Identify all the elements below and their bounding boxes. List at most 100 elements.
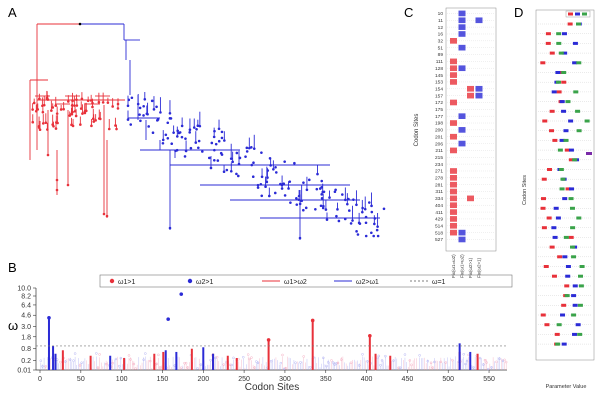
tree-node (38, 128, 42, 131)
row-label: 157 (435, 93, 443, 99)
tree-node (304, 206, 308, 210)
tree-node (324, 208, 328, 211)
box-red (557, 255, 563, 259)
tree-node (71, 110, 74, 114)
site-point (284, 366, 287, 370)
tree-node (196, 124, 200, 128)
tree-node (142, 104, 145, 108)
column-labels: Fix(ω1=ω2) Fix(ω1>ω2) Fix(ω2>1) Fix(ω2>1) (451, 254, 482, 278)
tree-node (188, 131, 191, 134)
heatmap-cell (458, 229, 466, 236)
tree-node (156, 118, 160, 121)
heatmap-cell (458, 24, 466, 30)
tree-node (111, 105, 114, 108)
box-red (547, 168, 553, 171)
panel-label-d: D (514, 5, 523, 20)
legend-label: ω2>1 (196, 279, 213, 286)
tree-node (116, 107, 120, 110)
tree-node (376, 234, 380, 238)
box-green (569, 206, 575, 210)
blue-bar (175, 351, 178, 370)
y-tick-label: 10.0 (17, 286, 31, 293)
site-point (111, 361, 114, 365)
tree-node (178, 131, 182, 134)
site-point (485, 361, 488, 364)
tree-node (235, 172, 238, 176)
tree-node (168, 111, 172, 115)
tree-node (343, 217, 347, 221)
boxplot-x-label: Parameter Value (546, 384, 587, 390)
legend-box (99, 274, 513, 288)
box-green (565, 100, 571, 104)
tree-node (376, 225, 379, 228)
tree-node (274, 165, 277, 169)
site-point (322, 356, 325, 360)
x-tick-label: 150 (157, 376, 169, 383)
tree-node (126, 104, 130, 108)
tree-node (337, 219, 341, 223)
box-green (560, 177, 566, 181)
tree-node (214, 142, 218, 146)
blue-point (47, 316, 51, 320)
box-green (568, 197, 574, 201)
y-ticks: 10.08.2 6.4 4.6 3.0 1.8 0.8 0.2 0.01 (17, 286, 36, 375)
box-red (549, 129, 555, 133)
tree-node (302, 181, 305, 184)
tree-node (260, 175, 264, 179)
tree-node (129, 123, 133, 126)
x-tick-label: 350 (320, 376, 332, 383)
tree-node (68, 114, 72, 117)
site-point (281, 353, 284, 357)
tree-node (321, 206, 325, 210)
box-green (564, 294, 570, 298)
tree-node (115, 127, 118, 131)
box-red (543, 265, 549, 268)
row-label: 404 (435, 203, 443, 209)
tree-node (101, 101, 105, 104)
tree-node (168, 226, 172, 230)
tree-node (260, 151, 263, 154)
box-green (571, 313, 577, 317)
heatmap-cell (458, 113, 466, 119)
row-label: 111 (436, 59, 444, 65)
tree-node (223, 139, 226, 142)
tree-node (347, 209, 351, 212)
box-blue (572, 61, 578, 65)
box-green (576, 216, 582, 220)
tree-node (79, 123, 82, 126)
box-blue (561, 109, 567, 113)
tree-node (370, 204, 373, 208)
row-label: 518 (435, 230, 443, 236)
heatmap-cell (458, 31, 466, 37)
heatmap-cell (450, 133, 457, 140)
row-label: 234 (435, 162, 443, 168)
blue-bar (54, 353, 57, 370)
tree-node (358, 222, 362, 225)
tree-node (229, 157, 233, 160)
tree-node (139, 119, 142, 123)
panel-label-a: A (8, 5, 17, 20)
box-blue (562, 51, 568, 55)
tree-node (130, 96, 134, 100)
tree-node (159, 111, 162, 114)
tree-node (180, 135, 184, 139)
tree-node (335, 214, 338, 218)
box-green (578, 274, 584, 278)
site-point (490, 366, 493, 369)
x-tick-label: 400 (361, 376, 373, 383)
heatmap-cell (450, 65, 457, 72)
heatmap-cell (458, 65, 466, 72)
tree-node (288, 180, 292, 183)
y-tick-label: 3.0 (21, 324, 31, 331)
tree-node (370, 210, 374, 214)
tree-node (183, 155, 187, 158)
tree-node (363, 207, 367, 211)
row-label: 206 (435, 141, 443, 147)
heatmap-cell (475, 92, 483, 99)
legend-marker (109, 278, 115, 284)
row-label: 311 (435, 189, 443, 195)
site-point (229, 363, 232, 367)
tree-node (34, 109, 38, 113)
box-green (556, 32, 562, 36)
box-red (568, 235, 574, 239)
